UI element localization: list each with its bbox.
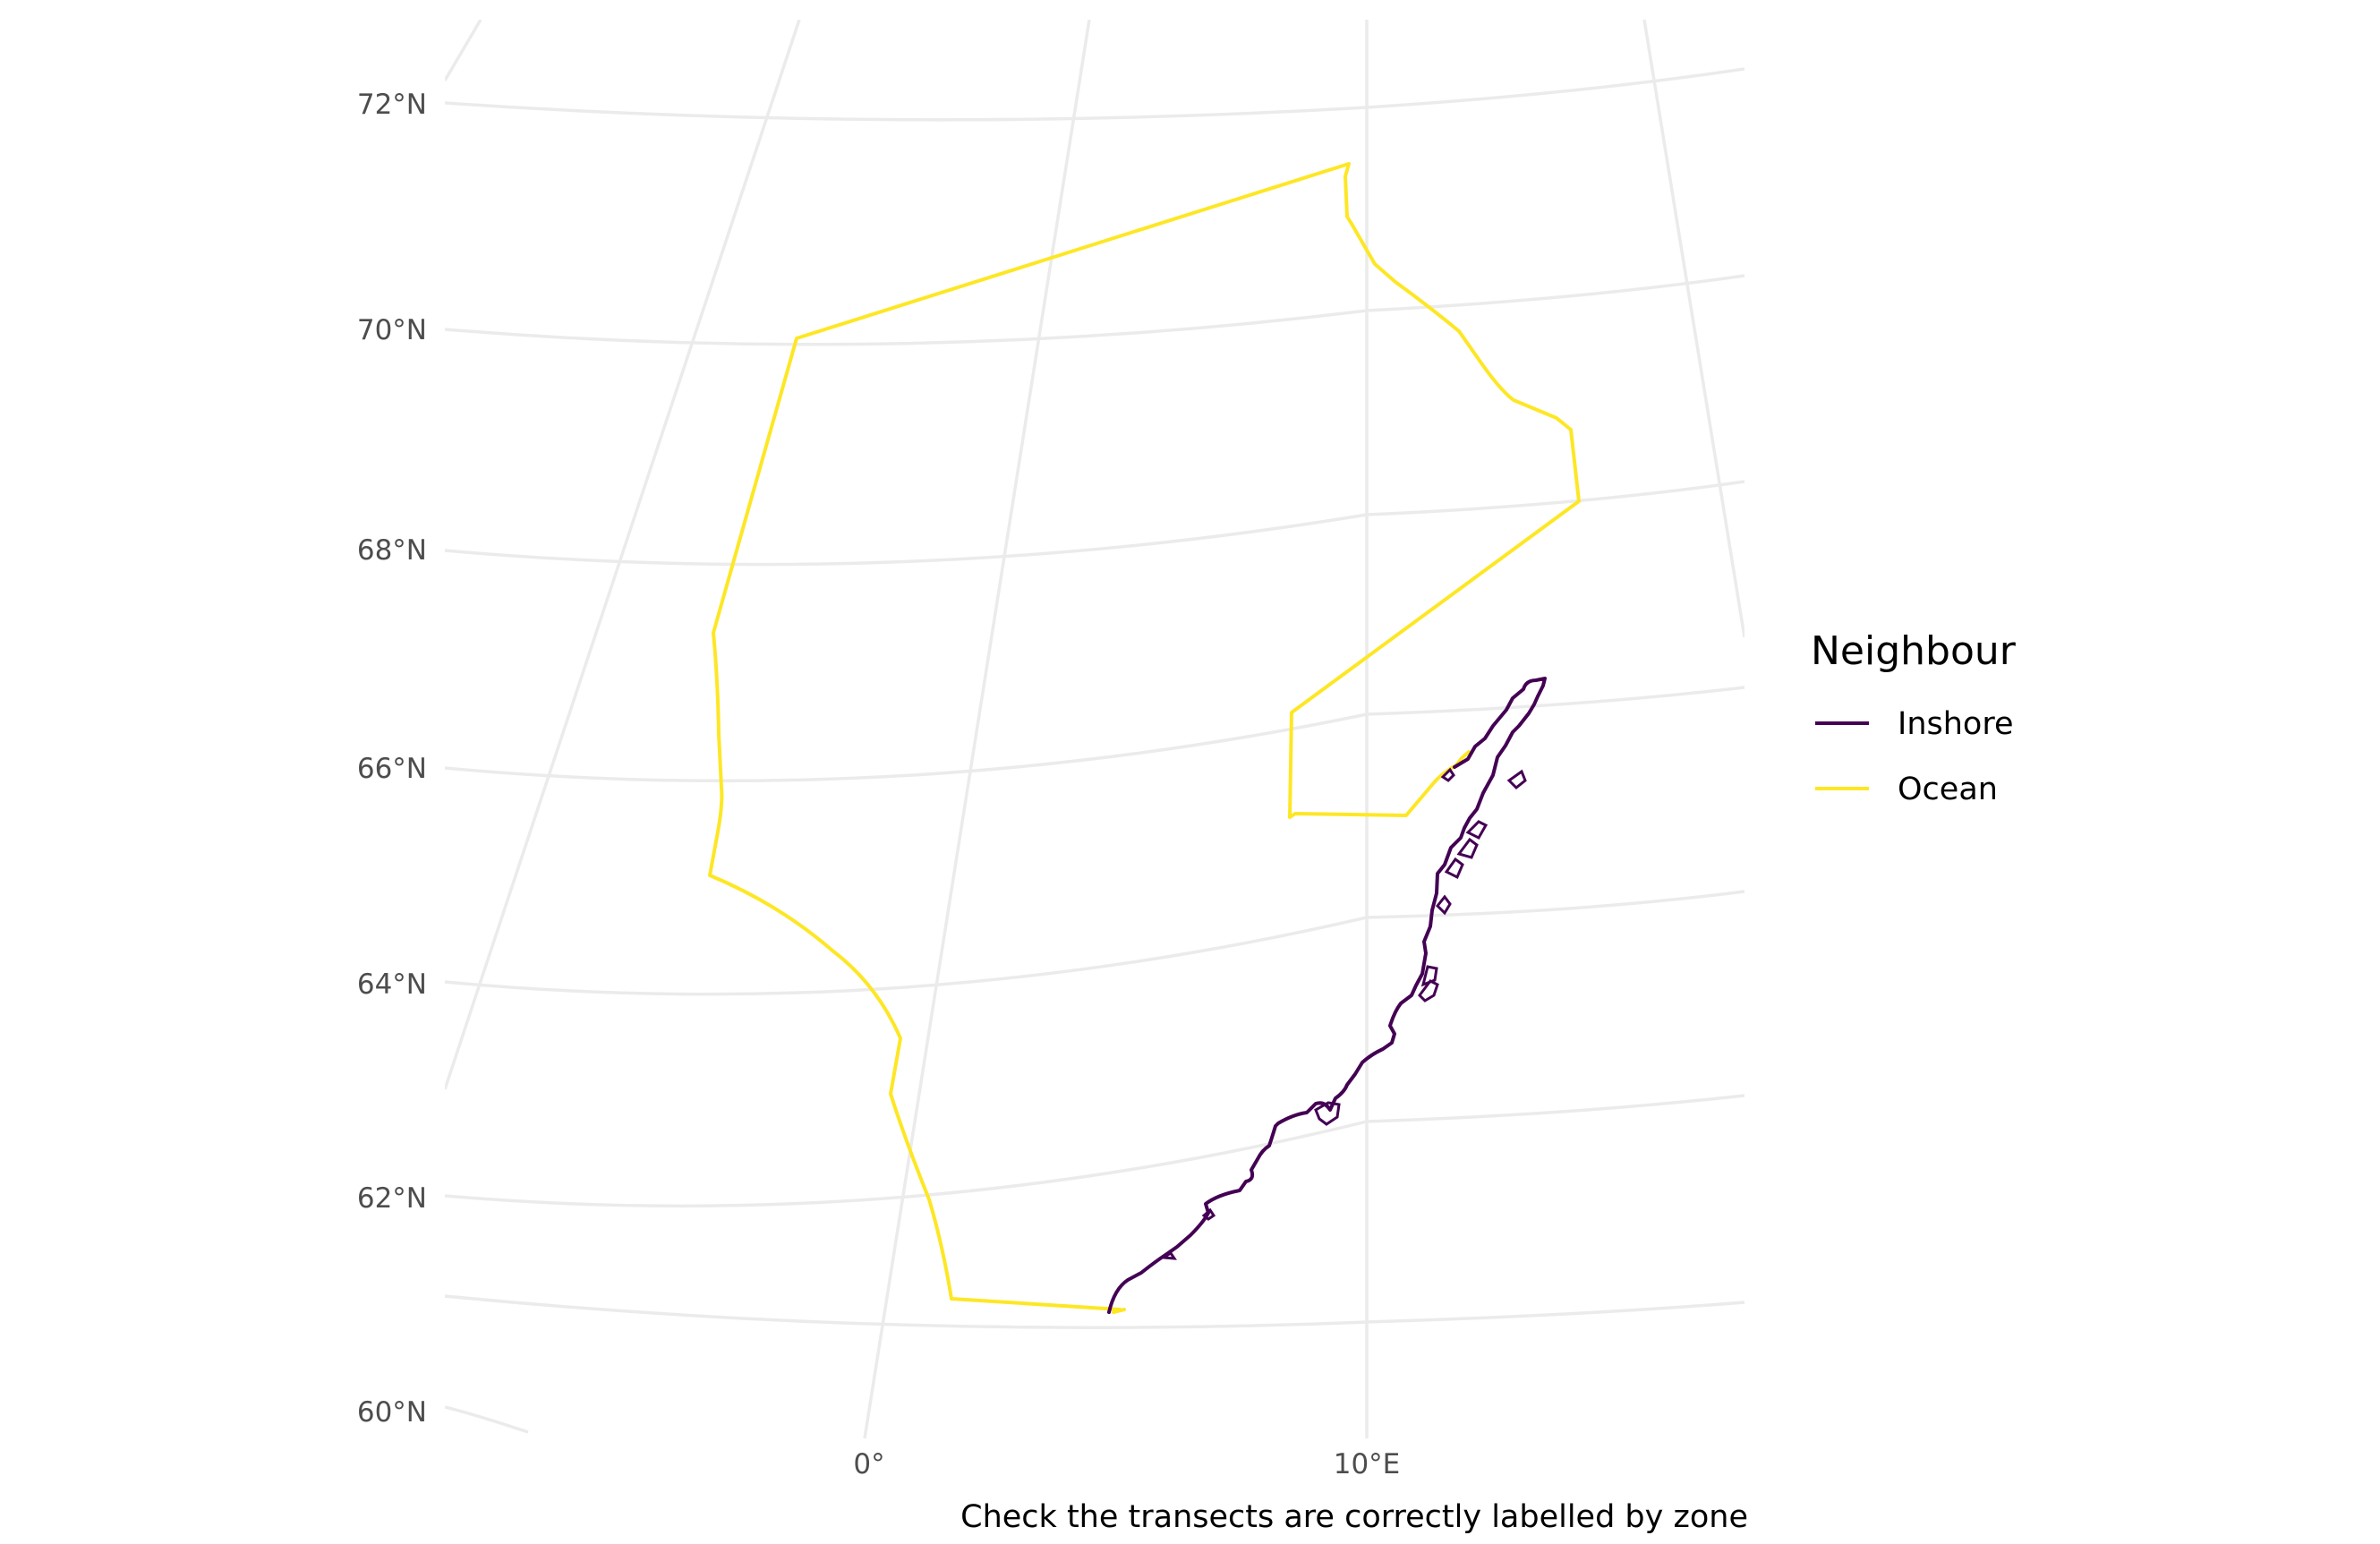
- legend-title: Neighbour: [1811, 628, 2017, 674]
- island-11: [1159, 1250, 1177, 1260]
- island-1: [1314, 1101, 1341, 1126]
- island-3: [1420, 965, 1438, 987]
- island-5: [1444, 857, 1464, 880]
- ocean-boundary-line-south-tip: [1112, 1308, 1126, 1314]
- caption: Check the transects are correctly labell…: [960, 1499, 1748, 1535]
- legend-label-inshore: Inshore: [1898, 706, 2014, 742]
- legend-label-ocean: Ocean: [1898, 772, 1998, 807]
- lat-label-66n: 66°N: [357, 753, 427, 785]
- latitude-labels: 72°N 70°N 68°N 66°N 64°N 62°N 60°N: [357, 89, 427, 1429]
- graticule-meridian-0: [863, 20, 1091, 1438]
- island-10: [1201, 1207, 1216, 1221]
- inshore-islands: [1159, 767, 1527, 1260]
- graticule-parallel-61n: [445, 1294, 1744, 1329]
- lat-label-60n: 60°N: [357, 1396, 427, 1429]
- island-6: [1456, 837, 1479, 859]
- graticule-parallel-62n: [445, 1094, 1744, 1208]
- graticule-parallel-72n: [445, 67, 1744, 122]
- graticule-meridian-w: [445, 20, 482, 81]
- graticule: [445, 20, 1744, 1438]
- graticule-meridian-w2: [445, 20, 801, 1090]
- island-8: [1506, 769, 1527, 790]
- graticule-parallel-60n: [445, 1405, 529, 1434]
- lat-label-64n: 64°N: [357, 968, 427, 1001]
- graticule-meridian-20e: [1642, 20, 1744, 638]
- island-7: [1465, 820, 1489, 840]
- longitude-labels: 0° 10°E: [853, 1448, 1400, 1480]
- graticule-parallel-68n: [445, 480, 1744, 567]
- lat-label-68n: 68°N: [357, 534, 427, 567]
- lat-label-72n: 72°N: [357, 89, 427, 121]
- island-4: [1435, 894, 1452, 916]
- lat-label-62n: 62°N: [357, 1182, 427, 1215]
- lon-label-0: 0°: [853, 1448, 884, 1480]
- graticule-parallel-70n: [445, 274, 1744, 346]
- graticule-parallel-64n: [445, 890, 1744, 996]
- island-9: [1440, 767, 1455, 782]
- ocean-boundary-line: [708, 162, 1581, 1311]
- lat-label-70n: 70°N: [357, 314, 427, 346]
- graticule-parallel-66n: [445, 686, 1744, 783]
- inshore-coastline: [1107, 677, 1547, 1314]
- lon-label-10e: 10°E: [1334, 1448, 1401, 1480]
- legend: Neighbour Inshore Ocean: [1811, 628, 2017, 807]
